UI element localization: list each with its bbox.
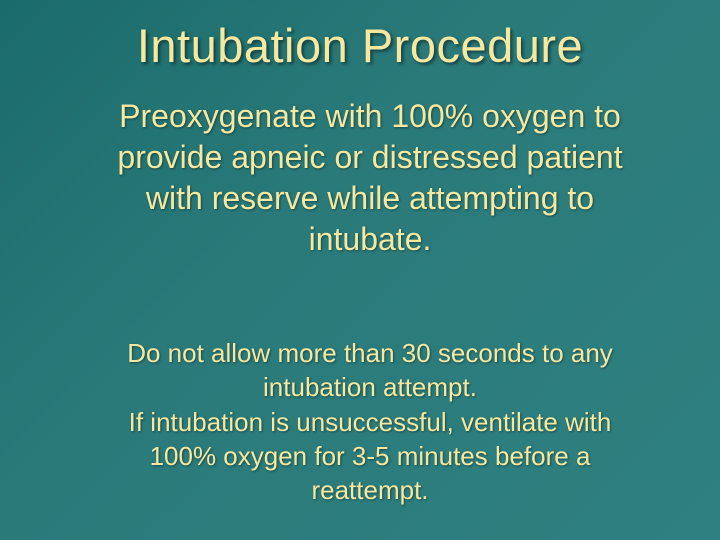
slide-title: Intubation Procedure [0,18,720,73]
slide: Intubation Procedure Preoxygenate with 1… [0,0,720,540]
slide-body-2: Do not allow more than 30 seconds to any… [100,336,640,508]
slide-body-1: Preoxygenate with 100% oxygen to provide… [90,96,650,260]
